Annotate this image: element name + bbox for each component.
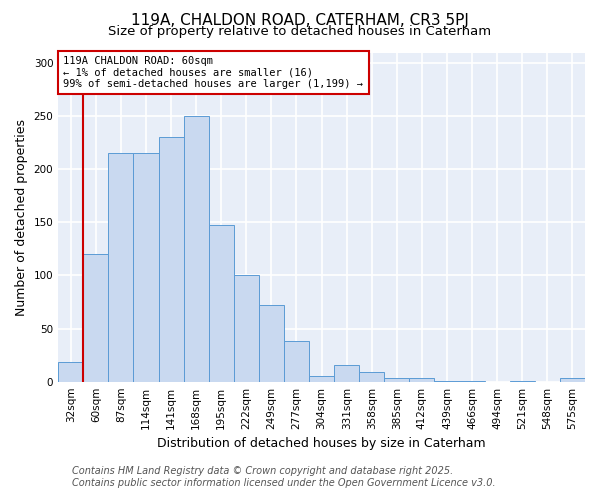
Bar bbox=[409, 378, 434, 382]
Bar bbox=[209, 224, 234, 382]
Bar bbox=[560, 378, 585, 382]
Bar bbox=[510, 380, 535, 382]
Bar bbox=[109, 154, 133, 382]
Bar bbox=[334, 364, 359, 382]
Bar bbox=[359, 372, 385, 382]
Bar bbox=[158, 138, 184, 382]
Bar bbox=[234, 276, 259, 382]
Bar bbox=[184, 116, 209, 382]
Text: Size of property relative to detached houses in Caterham: Size of property relative to detached ho… bbox=[109, 25, 491, 38]
Y-axis label: Number of detached properties: Number of detached properties bbox=[15, 118, 28, 316]
Text: Contains HM Land Registry data © Crown copyright and database right 2025.
Contai: Contains HM Land Registry data © Crown c… bbox=[72, 466, 496, 487]
Bar bbox=[83, 254, 109, 382]
Text: 119A CHALDON ROAD: 60sqm
← 1% of detached houses are smaller (16)
99% of semi-de: 119A CHALDON ROAD: 60sqm ← 1% of detache… bbox=[64, 56, 364, 89]
Bar bbox=[284, 342, 309, 382]
Bar bbox=[259, 305, 284, 382]
Bar bbox=[460, 380, 485, 382]
Bar bbox=[58, 362, 83, 382]
Bar bbox=[309, 376, 334, 382]
Bar bbox=[133, 154, 158, 382]
Bar bbox=[434, 380, 460, 382]
Text: 119A, CHALDON ROAD, CATERHAM, CR3 5PJ: 119A, CHALDON ROAD, CATERHAM, CR3 5PJ bbox=[131, 12, 469, 28]
Bar bbox=[385, 378, 409, 382]
X-axis label: Distribution of detached houses by size in Caterham: Distribution of detached houses by size … bbox=[157, 437, 486, 450]
